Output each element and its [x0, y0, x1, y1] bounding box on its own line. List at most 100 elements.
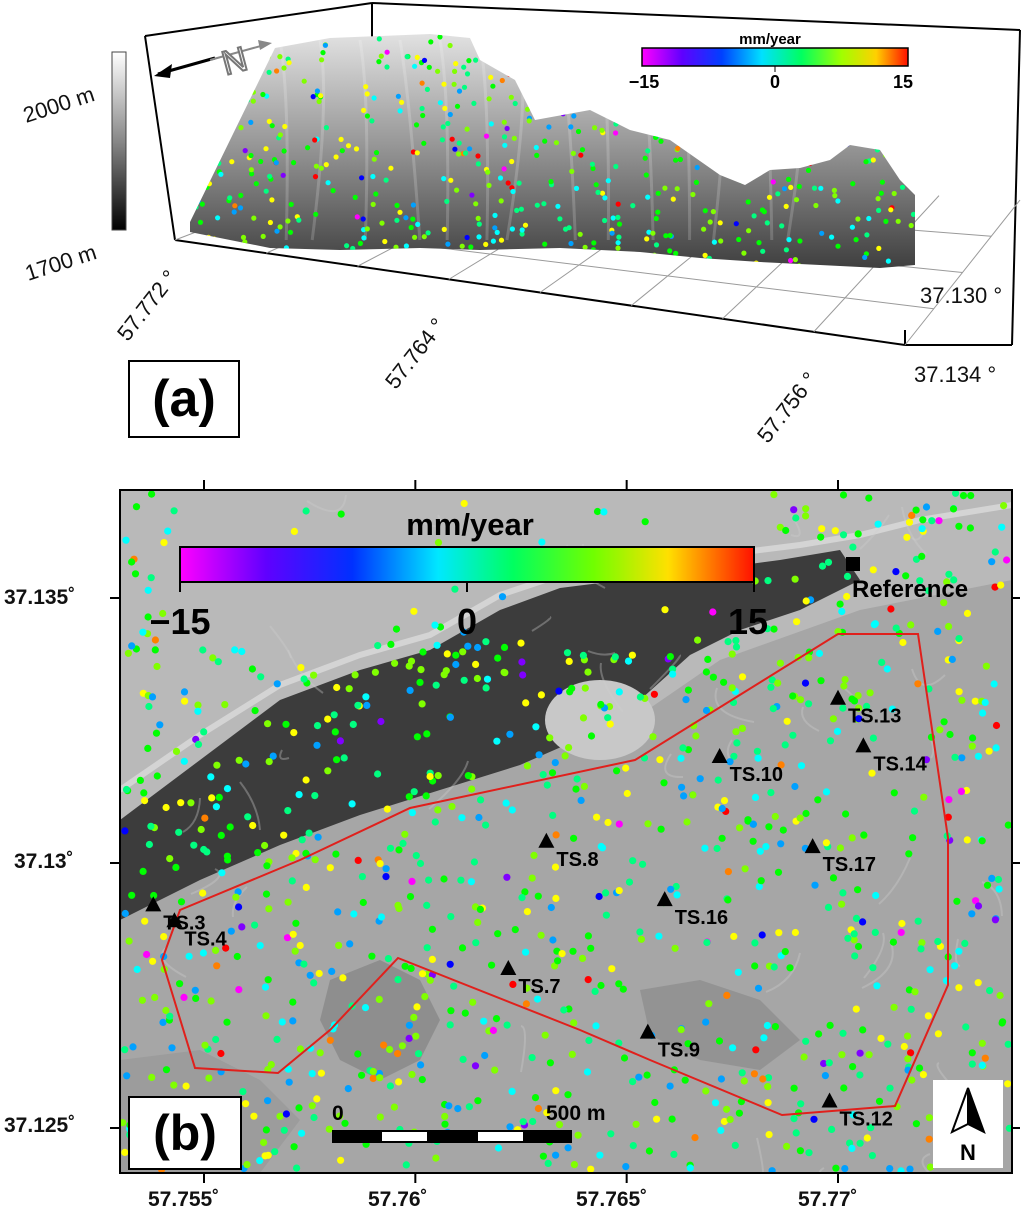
ps-point-b	[892, 568, 900, 576]
ps-point-b	[276, 1112, 284, 1120]
ps-point-b	[305, 829, 313, 837]
ps-point-a	[655, 190, 661, 196]
ps-point-a	[571, 113, 577, 119]
ps-point-b	[488, 961, 496, 969]
ps-point-a	[549, 90, 555, 96]
station-label-ts17: TS.17	[823, 854, 876, 876]
ps-point-a	[654, 39, 660, 45]
ps-point-b	[549, 811, 557, 819]
ps-point-a	[253, 181, 259, 187]
ps-point-b	[775, 929, 783, 937]
ps-point-b	[358, 1071, 366, 1079]
ps-point-b	[528, 1054, 536, 1062]
ps-point-b	[337, 1156, 345, 1164]
ps-point-b	[854, 886, 862, 894]
ps-point-a	[399, 99, 405, 105]
ps-point-b	[291, 947, 299, 955]
ps-point-b	[447, 1007, 455, 1015]
ps-point-b	[928, 517, 936, 525]
ps-point-a	[555, 85, 562, 91]
ps-point-b	[838, 900, 846, 908]
colorbar-a-title: mm/year	[739, 31, 801, 48]
station-label-ts4: TS.4	[184, 928, 227, 950]
ps-point-b	[199, 646, 207, 654]
ps-point-a	[762, 266, 768, 268]
ps-point-a	[439, 137, 445, 143]
ps-point-b	[593, 813, 601, 821]
ps-point-b	[720, 1117, 729, 1126]
ps-point-b	[333, 683, 341, 692]
ps-point-b	[677, 1026, 685, 1034]
ps-point-a	[609, 230, 615, 236]
ps-point-b	[151, 636, 159, 644]
ps-point-a	[441, 81, 447, 87]
ps-point-b	[683, 818, 691, 826]
ps-point-a	[855, 216, 861, 222]
station-label-ts14: TS.14	[873, 753, 927, 775]
ps-point-b	[875, 1097, 884, 1105]
ps-point-b	[538, 538, 546, 546]
ps-point-b	[869, 734, 878, 742]
ps-point-b	[971, 697, 979, 705]
ps-point-b	[405, 1021, 413, 1029]
ps-point-a	[319, 57, 325, 63]
ps-point-b	[738, 673, 747, 681]
ps-point-b	[865, 494, 873, 502]
ps-point-b	[771, 1023, 780, 1031]
ps-point-b	[684, 1040, 692, 1048]
ps-point-b	[235, 986, 243, 994]
ps-point-b	[151, 646, 159, 654]
ps-point-b	[407, 657, 416, 665]
ps-point-b	[887, 605, 895, 613]
ps-point-b	[552, 831, 560, 839]
ps-point-a	[692, 41, 698, 47]
ps-point-b	[418, 1076, 426, 1084]
terrain-texture	[599, 662, 624, 713]
ps-point-a	[384, 49, 390, 55]
ps-point-b	[190, 841, 198, 849]
ps-point-b	[506, 730, 514, 738]
ps-point-b	[884, 1040, 892, 1048]
ps-point-b	[681, 1076, 689, 1084]
ps-point-a	[534, 202, 540, 208]
ps-point-a	[531, 101, 537, 107]
ps-point-b	[458, 814, 466, 822]
ps-point-b	[375, 995, 383, 1004]
ps-point-a	[762, 134, 769, 141]
ps-point-b	[916, 577, 924, 585]
ps-point-a	[643, 172, 649, 178]
ps-point-b	[416, 859, 425, 868]
ps-point-b	[907, 1049, 915, 1057]
ps-point-b	[139, 628, 147, 636]
ps-point-b	[945, 796, 953, 804]
ps-point-b	[764, 577, 772, 585]
ps-point-a	[236, 258, 242, 264]
ps-point-a	[838, 134, 844, 140]
satellite-image	[120, 490, 1012, 1173]
ps-point-a	[804, 149, 810, 155]
ps-point-a	[382, 238, 388, 245]
ps-point-a	[445, 241, 451, 247]
ps-point-b	[805, 654, 813, 662]
ps-point-b	[552, 1087, 560, 1095]
ps-point-b	[701, 844, 709, 852]
ps-point-b	[554, 957, 562, 965]
ps-point-b	[855, 704, 863, 712]
ps-point-a	[602, 217, 608, 224]
ps-point-b	[398, 1042, 406, 1050]
ps-point-b	[503, 1021, 511, 1029]
ps-point-b	[883, 665, 891, 673]
ps-point-b	[958, 754, 966, 762]
ps-point-b	[763, 625, 772, 633]
ps-point-b	[595, 892, 603, 901]
ps-point-b	[194, 707, 202, 715]
ps-point-a	[560, 266, 566, 268]
ps-point-a	[844, 84, 850, 90]
ps-point-b	[391, 659, 399, 667]
ps-point-b	[532, 723, 540, 731]
ps-point-b	[789, 692, 797, 700]
ps-point-a	[835, 243, 841, 249]
ps-point-b	[289, 930, 297, 938]
ps-point-a	[653, 134, 659, 140]
terrain-texture	[279, 749, 290, 760]
